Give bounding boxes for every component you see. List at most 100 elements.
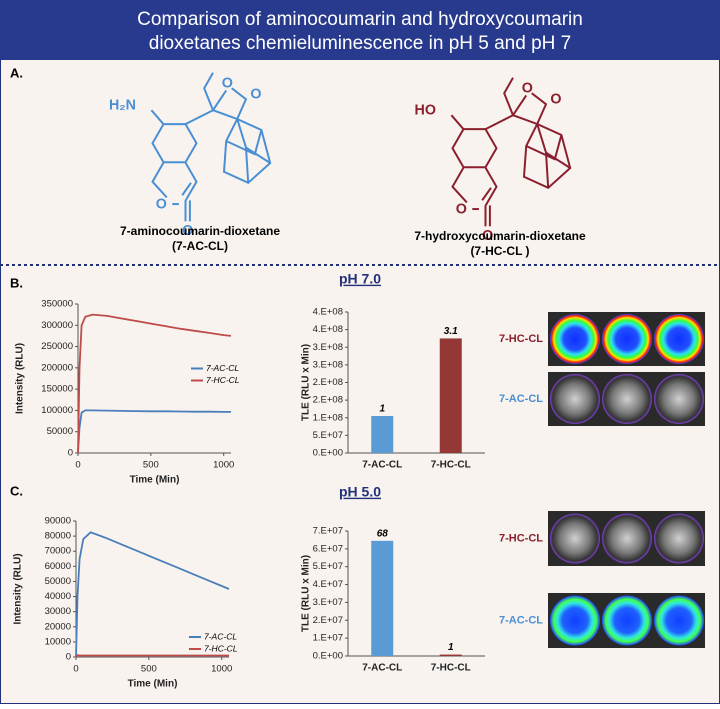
- row-label: 7-AC-CL: [499, 393, 543, 405]
- adamantane: [525, 134, 563, 161]
- y-tick-label: 20000: [45, 621, 71, 632]
- bond: [512, 92, 548, 126]
- panel-label: C.: [10, 483, 23, 498]
- y-tick-label: 3.E+08: [313, 342, 343, 353]
- ring: [451, 167, 468, 204]
- title: dioxetanes chemieluminescence in pH 5 an…: [149, 33, 571, 54]
- row-label: 7-HC-CL: [499, 333, 543, 345]
- y-tick-label: 5.E+07: [313, 430, 343, 441]
- bond: [481, 187, 492, 201]
- y-tick-label: 100000: [41, 405, 73, 416]
- atom-label: O: [456, 202, 467, 218]
- bar-label: 1: [379, 404, 385, 415]
- bond: [203, 72, 214, 111]
- y-tick-label: 90000: [45, 516, 71, 527]
- y-tick-label: 10000: [45, 636, 71, 647]
- x-tick-label: 0: [73, 664, 78, 675]
- y-tick-label: 250000: [41, 341, 73, 352]
- atom-label: O: [482, 228, 493, 244]
- y-tick-label: 2.E+08: [313, 395, 343, 406]
- adamantane: [545, 152, 550, 188]
- y-tick-label: 350000: [41, 299, 73, 310]
- bar: [439, 654, 462, 656]
- panel-label: A.: [10, 65, 23, 80]
- x-tick-label: 7-HC-CL: [431, 663, 471, 674]
- legend-label: 7-AC-CL: [204, 631, 237, 641]
- y-tick-label: 4.E+08: [313, 307, 343, 318]
- bar-label: 68: [377, 528, 389, 539]
- x-tick-label: 0: [75, 460, 80, 471]
- atom-label: HO: [415, 103, 436, 119]
- well: [602, 595, 652, 646]
- well: [602, 513, 652, 564]
- line-series: [75, 654, 229, 658]
- well: [654, 374, 704, 424]
- x-tick-label: 7-AC-CL: [362, 460, 402, 471]
- y-tick-label: 30000: [45, 606, 71, 617]
- y-axis-label: TLE (RLU x Min): [301, 344, 312, 421]
- row-label: 7-HC-CL: [499, 532, 543, 544]
- ring: [184, 162, 198, 202]
- x-axis-label: Time (Min): [128, 679, 178, 690]
- y-tick-label: 2.E+08: [313, 377, 343, 388]
- line-series: [75, 531, 230, 658]
- molecule-name: 7-aminocoumarin-dioxetane: [120, 224, 280, 238]
- atom-label: O: [156, 197, 167, 213]
- molecule-code: (7-HC-CL ): [470, 244, 529, 258]
- x-axis-label: Time (Min): [130, 475, 180, 486]
- bond: [450, 114, 465, 130]
- well: [550, 374, 600, 424]
- y-axis-label: TLE (RLU x Min): [301, 555, 312, 632]
- y-tick-label: 4.E+08: [313, 324, 343, 335]
- line-series: [77, 313, 232, 454]
- y-tick-label: 0.E+00: [313, 448, 343, 459]
- legend-label: 7-HC-CL: [204, 643, 238, 653]
- x-tick-label: 7-AC-CL: [362, 663, 402, 674]
- y-tick-label: 5.E+07: [313, 561, 343, 572]
- y-tick-label: 50000: [45, 576, 71, 587]
- header: [0, 0, 720, 60]
- well: [654, 595, 704, 646]
- x-tick-label: 7-HC-CL: [431, 460, 471, 471]
- well: [654, 314, 704, 364]
- bar-label: 3.1: [444, 326, 458, 337]
- y-tick-label: 80000: [45, 531, 71, 542]
- y-tick-label: 2.E+07: [313, 615, 343, 626]
- section-title: pH 7.0: [339, 271, 381, 287]
- line-series: [77, 409, 231, 454]
- ring: [151, 162, 168, 199]
- well: [550, 595, 600, 646]
- molecule-name: 7-hydroxycoumarin-dioxetane: [414, 229, 586, 243]
- y-tick-label: 150000: [41, 384, 73, 395]
- legend-label: 7-AC-CL: [206, 363, 239, 373]
- y-tick-label: 200000: [41, 362, 73, 373]
- bar: [439, 338, 462, 453]
- atom-label: H₂N: [109, 98, 136, 114]
- x-tick-label: 1000: [213, 460, 234, 471]
- bond: [212, 87, 248, 121]
- y-tick-label: 60000: [45, 561, 71, 572]
- bar-label: 1: [448, 642, 454, 653]
- y-tick-label: 1.E+08: [313, 412, 343, 423]
- atom-label: O: [182, 223, 193, 239]
- well: [602, 374, 652, 424]
- section-title: pH 5.0: [339, 484, 381, 500]
- y-tick-label: 3.E+07: [313, 597, 343, 608]
- y-tick-label: 0: [66, 652, 71, 663]
- y-tick-label: 0.E+00: [313, 651, 343, 662]
- y-tick-label: 4.E+07: [313, 579, 343, 590]
- title: Comparison of aminocoumarin and hydroxyc…: [137, 9, 583, 30]
- adamantane: [225, 129, 263, 156]
- y-tick-label: 3.E+08: [313, 359, 343, 370]
- molecule-code: (7-AC-CL): [172, 239, 228, 253]
- bond: [150, 109, 165, 125]
- y-tick-label: 300000: [41, 320, 73, 331]
- y-tick-label: 70000: [45, 546, 71, 557]
- well: [550, 513, 600, 564]
- bar: [371, 415, 394, 453]
- panel-label: B.: [10, 275, 23, 290]
- adamantane: [245, 147, 250, 183]
